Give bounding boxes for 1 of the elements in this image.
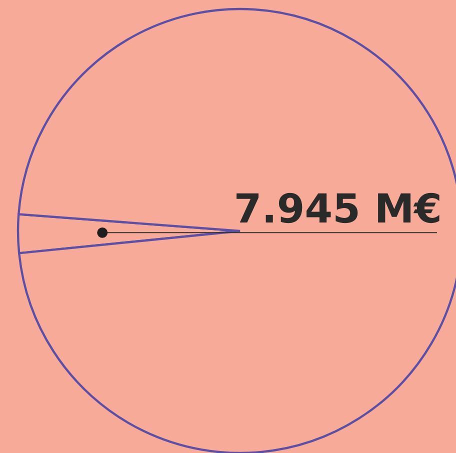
data-label: 7.945 M€	[234, 186, 442, 233]
